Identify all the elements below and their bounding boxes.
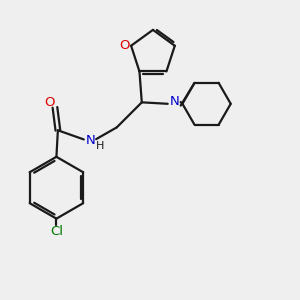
Text: N: N — [85, 134, 95, 147]
Text: Cl: Cl — [50, 224, 63, 238]
Text: N: N — [169, 95, 179, 108]
Text: O: O — [119, 39, 130, 52]
Text: O: O — [44, 95, 55, 109]
Text: H: H — [95, 141, 104, 151]
